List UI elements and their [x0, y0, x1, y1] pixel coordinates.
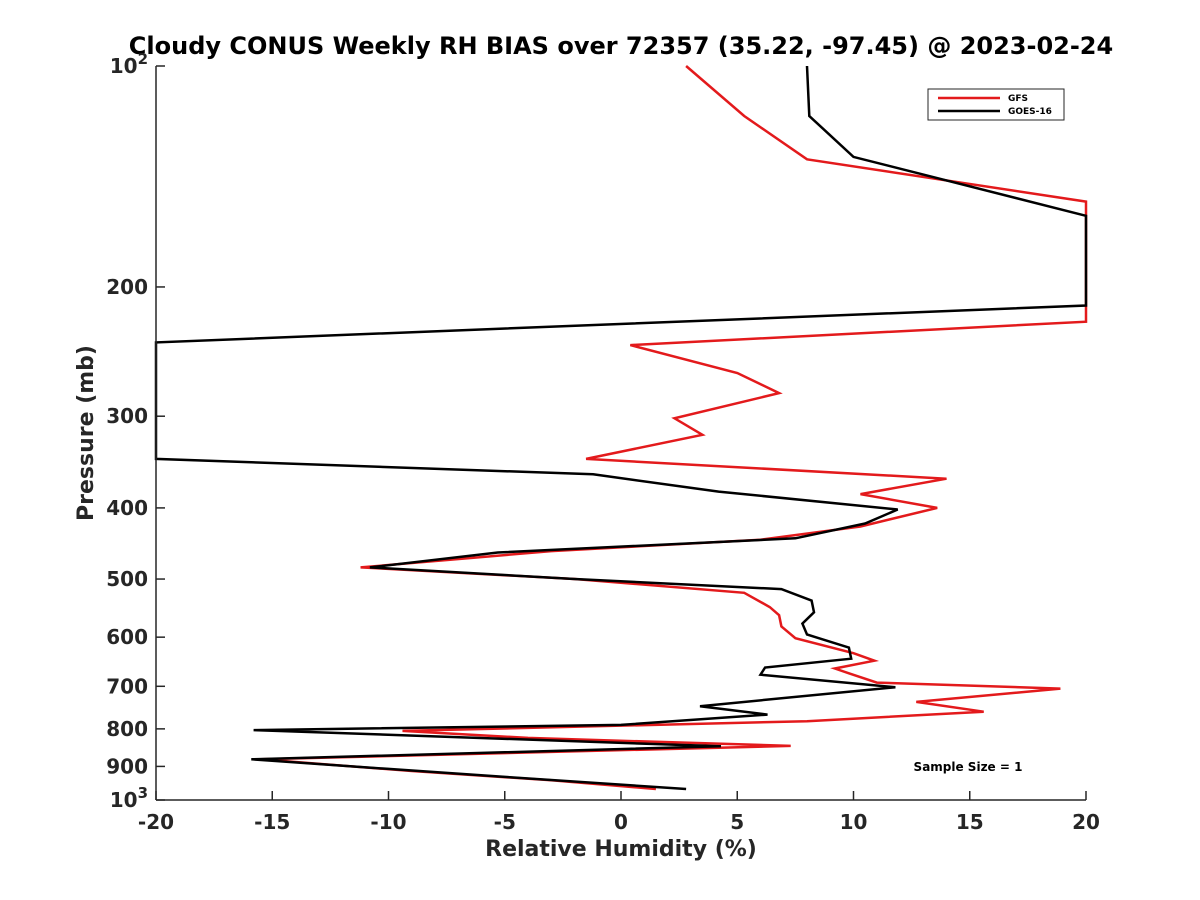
x-tick-label: 0 — [614, 810, 628, 834]
y-tick-label: 800 — [106, 717, 148, 741]
chart-title: Cloudy CONUS Weekly RH BIAS over 72357 (… — [129, 32, 1113, 60]
y-tick-label: 700 — [106, 674, 148, 698]
y-tick-label-base: 300 — [106, 404, 148, 428]
x-tick-label: -10 — [370, 810, 406, 834]
x-tick-label: -5 — [494, 810, 516, 834]
y-tick-label-base: 800 — [106, 717, 148, 741]
y-tick-label-base: 600 — [106, 625, 148, 649]
y-tick-label-base: 900 — [106, 754, 148, 778]
y-tick-label: 600 — [106, 625, 148, 649]
y-tick-label-base: 10 — [110, 788, 138, 812]
y-tick-label: 300 — [106, 404, 148, 428]
y-tick-label: 200 — [106, 275, 148, 299]
y-tick-label-base: 10 — [110, 54, 138, 78]
y-tick-label-base: 400 — [106, 496, 148, 520]
y-tick-label: 500 — [106, 567, 148, 591]
x-axis-label: Relative Humidity (%) — [485, 837, 757, 862]
x-tick-label: 5 — [730, 810, 744, 834]
y-tick-label: 900 — [106, 754, 148, 778]
plot-area-background — [156, 66, 1086, 800]
y-tick-label: 400 — [106, 496, 148, 520]
y-axis-label: Pressure (mb) — [74, 345, 99, 521]
x-axis-ticks: -20 -15 -10 -5 0 5 10 15 20 — [138, 791, 1100, 834]
legend-label-gfs: GFS — [1008, 94, 1028, 104]
y-tick-label-exponent: 3 — [138, 784, 148, 802]
y-tick-label: 103 — [110, 784, 148, 812]
x-tick-label: 20 — [1072, 810, 1100, 834]
x-tick-label: 10 — [840, 810, 868, 834]
y-tick-label-base: 700 — [106, 674, 148, 698]
y-tick-label: 102 — [110, 50, 148, 78]
y-tick-label-exponent: 2 — [138, 50, 148, 68]
sample-size-annotation: Sample Size = 1 — [914, 760, 1023, 774]
x-tick-label: 15 — [956, 810, 984, 834]
legend-label-goes16: GOES-16 — [1008, 107, 1052, 117]
legend-box — [927, 88, 1065, 121]
x-tick-label: -20 — [138, 810, 174, 834]
y-tick-label-base: 200 — [106, 275, 148, 299]
legend: GFS GOES-16 — [927, 88, 1065, 121]
y-tick-label-base: 500 — [106, 567, 148, 591]
x-tick-label: -15 — [254, 810, 290, 834]
